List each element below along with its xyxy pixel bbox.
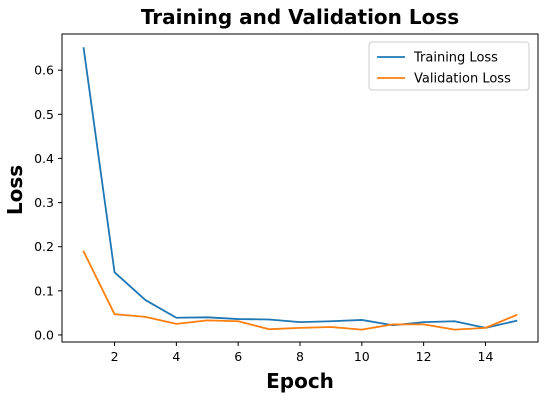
x-tick-label: 14 <box>478 349 494 364</box>
legend-box <box>368 41 530 91</box>
y-tick-label: 0.0 <box>34 327 54 342</box>
y-tick-label: 0.2 <box>34 239 54 254</box>
x-tick-label: 10 <box>354 349 370 364</box>
y-axis: 0.0 0.1 0.2 0.3 0.4 0.5 0.6 <box>34 63 62 342</box>
x-tick-label: 8 <box>296 349 304 364</box>
y-tick-label: 0.5 <box>34 107 54 122</box>
x-tick-label: 2 <box>111 349 119 364</box>
x-axis-label: Epoch <box>266 369 334 393</box>
legend-label-training-loss: Training Loss <box>413 51 498 66</box>
y-tick-label: 0.3 <box>34 195 54 210</box>
x-tick-label: 6 <box>234 349 242 364</box>
legend: Training Loss Validation Loss <box>368 41 530 91</box>
y-tick-label: 0.6 <box>34 63 54 78</box>
y-tick-label: 0.4 <box>34 151 54 166</box>
series-line-training-loss <box>82 47 518 329</box>
legend-label-validation-loss: Validation Loss <box>414 72 511 87</box>
x-axis: 2 4 6 8 10 12 14 <box>111 342 494 364</box>
chart-title: Training and Validation Loss <box>141 5 459 29</box>
y-axis-label: Loss <box>3 165 27 215</box>
x-tick-label: 4 <box>172 349 180 364</box>
series-layer <box>82 47 518 331</box>
x-tick-label: 12 <box>416 349 432 364</box>
series-line-validation-loss <box>82 250 518 331</box>
y-tick-label: 0.1 <box>34 283 54 298</box>
